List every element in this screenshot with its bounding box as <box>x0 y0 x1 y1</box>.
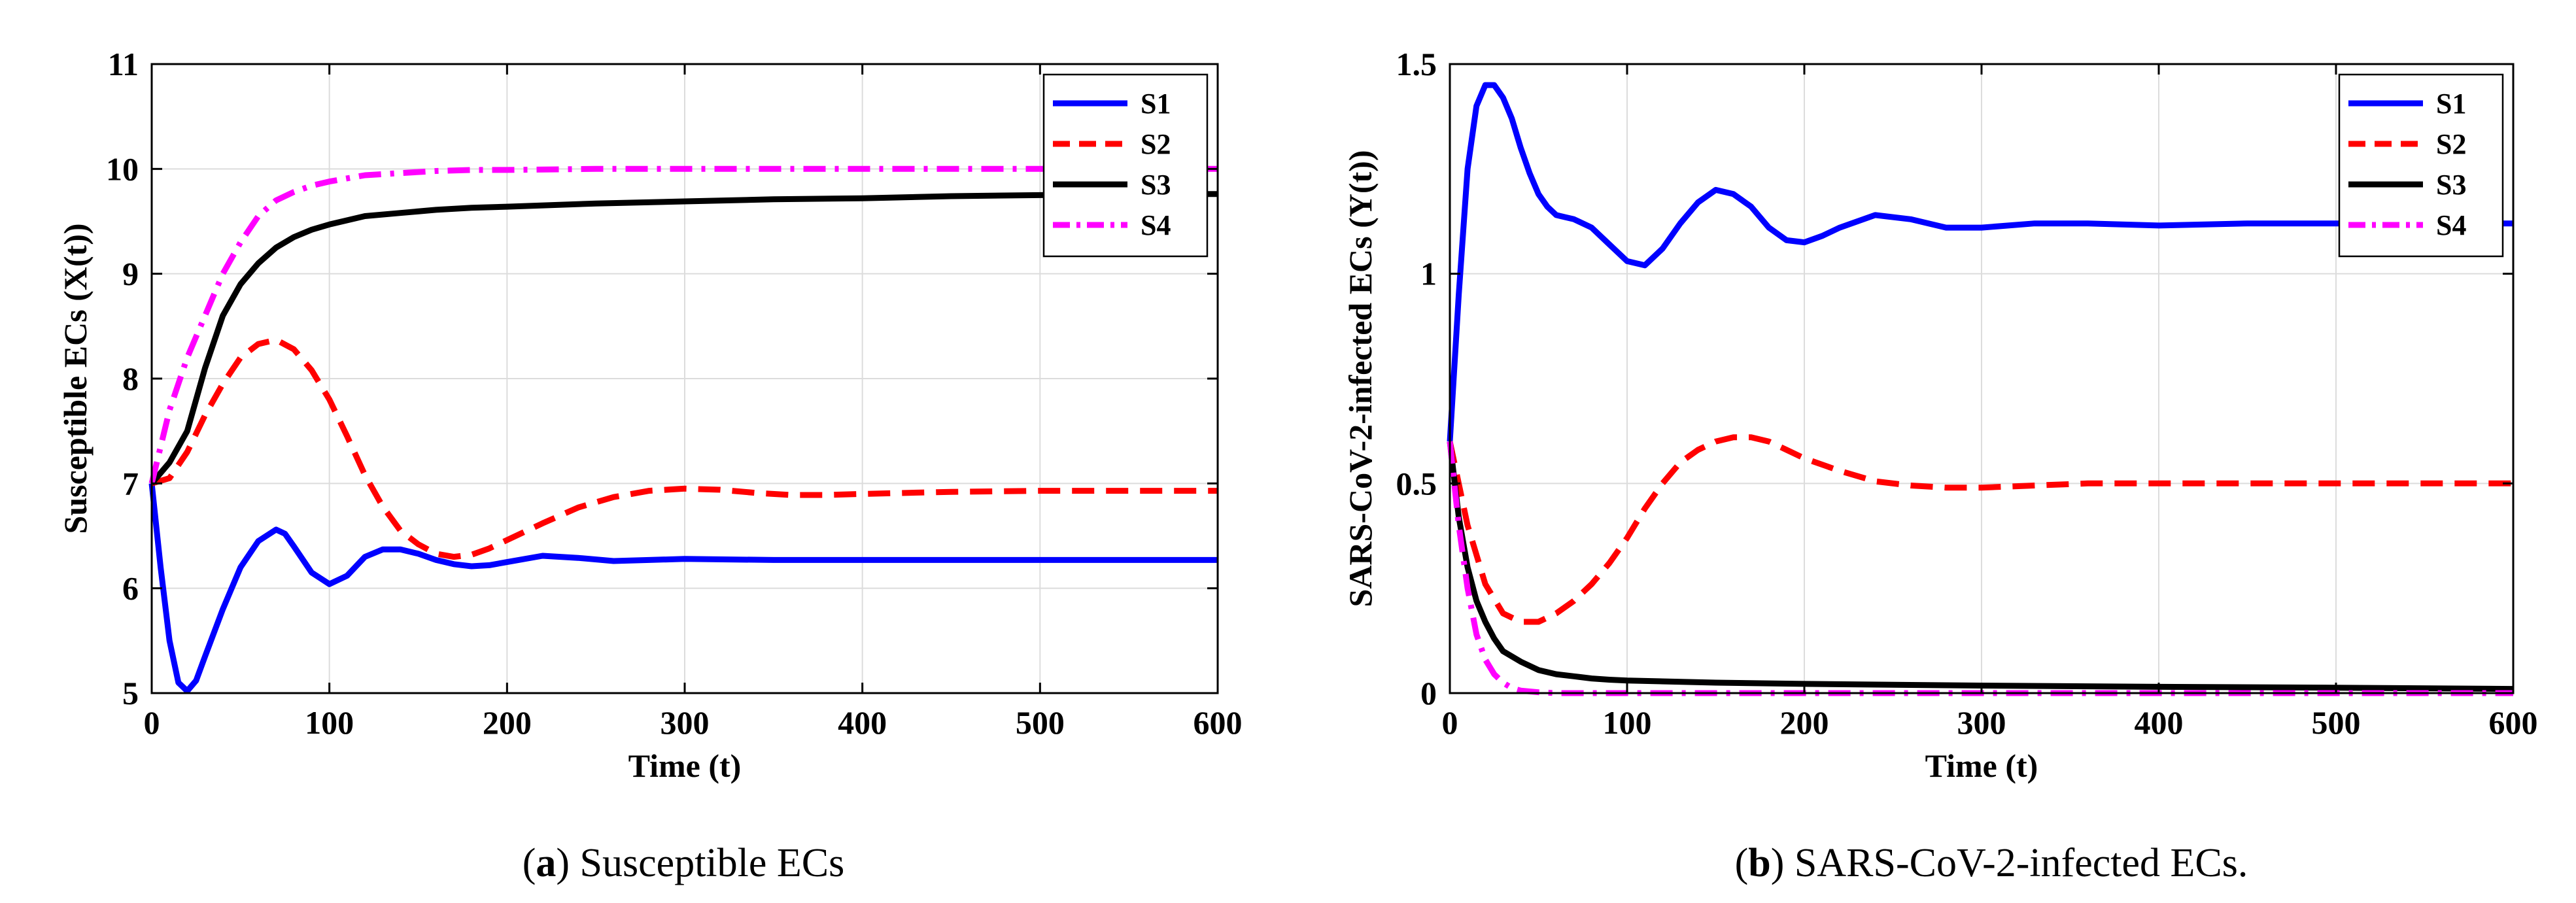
x-tick-label: 500 <box>1016 704 1065 741</box>
x-tick-label: 600 <box>1194 704 1243 741</box>
y-tick-label: 0.5 <box>1396 465 1437 502</box>
legend-label-s4: S4 <box>1141 209 1171 241</box>
x-tick-label: 500 <box>2312 704 2361 741</box>
series-line-s2 <box>1447 434 2513 625</box>
series-line-s1 <box>1447 82 2513 442</box>
x-axis-label: Time (t) <box>628 747 742 784</box>
legend-label-s3: S3 <box>2436 169 2466 201</box>
legend-label-s2: S2 <box>1141 128 1171 160</box>
y-tick-label: 11 <box>108 46 139 82</box>
x-axis-label: Time (t) <box>1925 747 2038 784</box>
x-tick-label: 0 <box>1442 704 1458 741</box>
legend: S1 S2 S3 S4 <box>2338 73 2504 258</box>
series-line-s2 <box>150 337 1218 560</box>
y-tick-label: 0 <box>1420 675 1437 711</box>
legend-label-s2: S2 <box>2436 128 2466 160</box>
y-tick-label: 6 <box>122 570 139 607</box>
x-tick-label: 100 <box>305 704 354 741</box>
x-tick-label: 300 <box>1957 704 2006 741</box>
caption-b: (b) SARS-CoV-2-infected ECs. <box>1735 841 2248 885</box>
x-tick-label: 200 <box>483 704 532 741</box>
y-tick-label: 1.5 <box>1396 46 1437 82</box>
y-tick-label: 8 <box>122 360 139 397</box>
y-tick-label: 10 <box>106 150 139 187</box>
series-line-s3 <box>149 191 1218 486</box>
legend-label-s1: S1 <box>1141 88 1171 120</box>
x-tick-label: 400 <box>2135 704 2184 741</box>
x-tick-label: 100 <box>1603 704 1652 741</box>
x-tick-label: 300 <box>661 704 710 741</box>
y-tick-label: 7 <box>122 465 139 502</box>
y-axis-label: SARS-CoV-2-infected ECs (Y(t)) <box>1342 150 1379 607</box>
legend-label-s3: S3 <box>1141 169 1171 201</box>
y-tick-label: 9 <box>122 256 139 292</box>
y-axis-label: Susceptible ECs (X(t)) <box>57 224 94 534</box>
caption-a: (a) Susceptible ECs <box>523 841 845 885</box>
x-tick-label: 400 <box>838 704 887 741</box>
legend-label-s4: S4 <box>2436 209 2466 241</box>
legend: S1 S2 S3 S4 <box>1042 73 1209 258</box>
y-tick-label: 5 <box>122 675 139 711</box>
series-line-s1 <box>148 483 1218 694</box>
x-tick-label: 0 <box>144 704 160 741</box>
legend-label-s1: S1 <box>2436 88 2466 120</box>
chart-panel-b: 0 100 200 300 400 500 600 0 0.5 1 1.5 Time (t) SARS-… <box>1342 46 2538 784</box>
series-line-s3 <box>1447 441 2514 692</box>
y-tick-label: 1 <box>1420 256 1437 292</box>
series-line-s4 <box>148 165 1218 485</box>
x-tick-label: 200 <box>1780 704 1829 741</box>
chart-panel-a: 0 100 200 300 400 500 600 5 6 7 8 9 10 11 Time (t) Susc… <box>57 46 1243 784</box>
x-tick-label: 600 <box>2489 704 2538 741</box>
